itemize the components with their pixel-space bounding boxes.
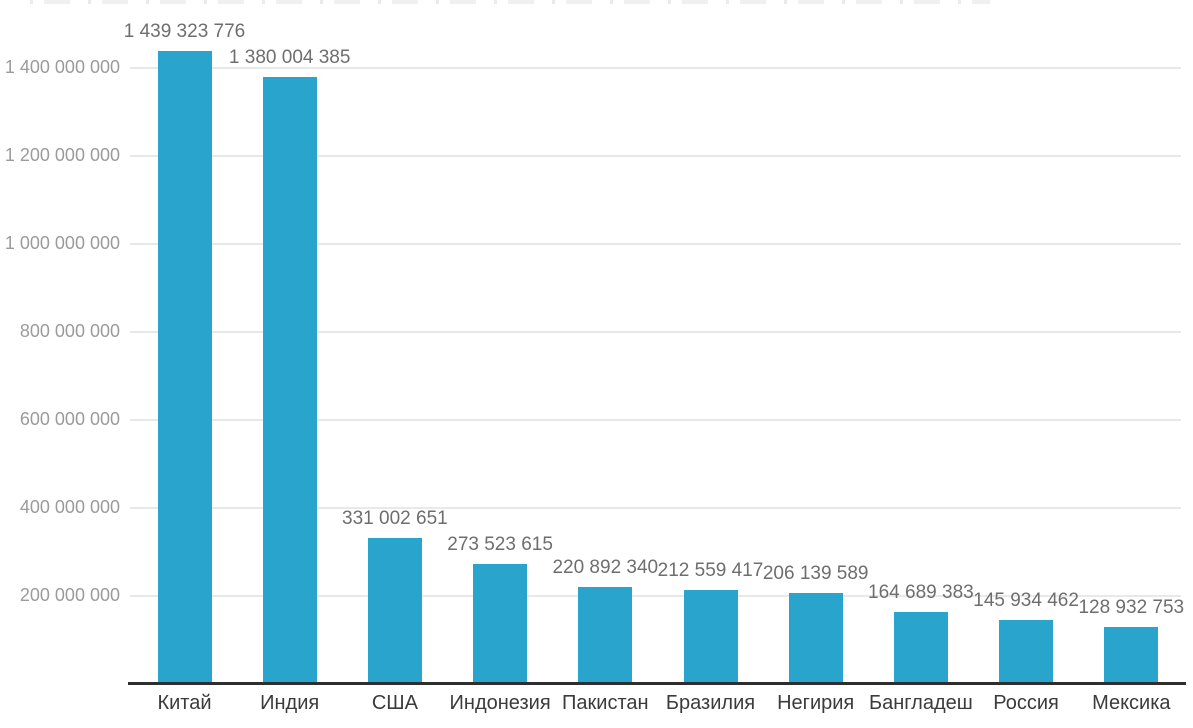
bar-value-label: 206 139 589 [762,563,869,585]
y-gridline [130,67,1181,69]
y-tick-label: 1 200 000 000 [4,145,120,165]
bar-Китай [157,50,212,684]
x-axis-label-Мексика: Мексика [1092,692,1171,714]
y-tick-label: 800 000 000 [19,321,120,341]
bar-Бангладеш [893,611,948,684]
bar-Негирия [788,593,843,684]
x-axis-label-Россия: Россия [993,692,1059,714]
bar-value-label: 220 892 340 [552,556,659,578]
y-gridline [130,331,1181,333]
y-tick-label: 600 000 000 [19,409,120,429]
bar-Индонезия [473,563,528,684]
x-axis-label-Бразилия: Бразилия [665,692,756,714]
x-axis-label-Негирия: Негирия [777,692,855,714]
bar-Бразилия [683,590,738,684]
bar-value-label: 145 934 462 [973,589,1079,611]
y-gridline [130,507,1181,509]
bar-value-label: 1 380 004 385 [228,46,351,68]
x-axis-label-Индонезия: Индонезия [449,692,551,714]
y-gridline [130,243,1181,245]
x-axis-label-Индия: Индия [260,692,320,714]
y-gridline [130,419,1181,421]
cropped-title-remnant [30,0,990,4]
bar-Индия [262,76,317,684]
x-axis-label-США: США [371,692,418,714]
bar-value-label: 331 002 651 [342,508,448,530]
y-tick-label: 200 000 000 [19,585,120,605]
bar-Пакистан [578,586,633,684]
bar-value-label: 212 559 417 [657,560,764,582]
bar-value-label: 1 439 323 776 [123,20,246,42]
bar-Мексика [1104,627,1159,684]
bar-США [367,538,422,684]
y-tick-label: 1 000 000 000 [4,233,120,253]
x-axis-label-Пакистан: Пакистан [562,692,649,714]
y-tick-label: 1 400 000 000 [4,57,120,77]
x-axis-label-Китай: Китай [157,692,212,714]
y-gridline [130,155,1181,157]
x-axis-label-Бангладеш: Бангладеш [869,692,973,714]
bar-value-label: 128 932 753 [1078,597,1185,619]
bar-value-label: 164 689 383 [868,581,974,603]
x-axis-line [128,682,1186,685]
y-tick-label: 400 000 000 [19,497,120,517]
bar-Россия [999,619,1054,684]
y-gridline [130,595,1181,597]
bar-value-label: 273 523 615 [447,533,553,555]
